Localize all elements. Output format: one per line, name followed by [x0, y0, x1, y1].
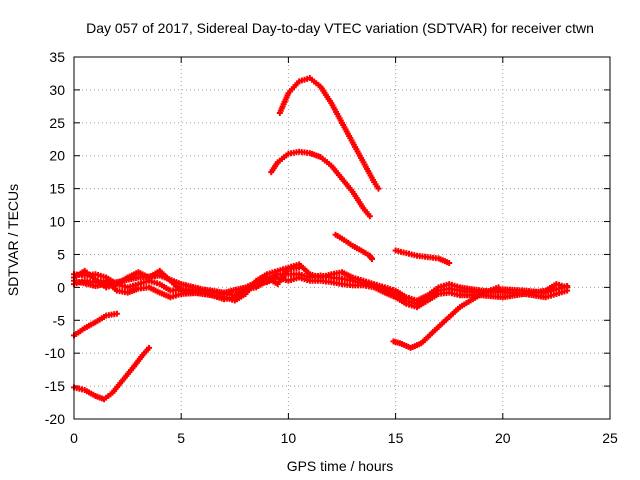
y-axis-label: SDTVAR / TECUs [5, 184, 21, 296]
data-point [564, 283, 571, 290]
series-arc-mid-descending [332, 231, 376, 263]
plot-frame [73, 56, 611, 420]
x-axis-label: GPS time / hours [287, 458, 394, 474]
data-point [296, 264, 303, 271]
data-point [146, 344, 153, 351]
data-point [366, 213, 373, 220]
y-tick-label: 20 [49, 148, 65, 164]
data-point [446, 260, 453, 267]
data-point [369, 256, 376, 263]
y-tick-label: 15 [49, 181, 65, 197]
series-arc-peak-lower [268, 148, 373, 220]
y-tick-label: 10 [49, 214, 65, 230]
series-band-near-zero-d [71, 264, 303, 296]
data-point [375, 185, 382, 192]
y-tick-label: -5 [53, 312, 66, 328]
series-arc-peak-upper [276, 75, 382, 192]
y-tick-label: 25 [49, 115, 65, 131]
marks-layer [71, 75, 571, 403]
y-tick-label: 0 [57, 279, 65, 295]
series-arc-early-minimum [71, 344, 153, 403]
y-tick-label: 30 [49, 82, 65, 98]
x-tick-label: 15 [388, 430, 404, 446]
x-tick-label: 0 [70, 430, 78, 446]
x-tick-label: 5 [177, 430, 185, 446]
data-point [113, 310, 120, 317]
x-tick-label: 25 [602, 430, 618, 446]
series-arc-after-15 [392, 247, 453, 267]
y-tick-label: -15 [45, 378, 65, 394]
y-tick-label: 5 [57, 246, 65, 262]
x-tick-label: 20 [495, 430, 511, 446]
y-tick-label: -20 [45, 411, 65, 427]
series-arc-early-negative [71, 310, 120, 339]
y-tick-label: -10 [45, 345, 65, 361]
y-tick-label: 35 [49, 49, 65, 65]
chart-title: Day 057 of 2017, Sidereal Day-to-day VTE… [86, 20, 594, 36]
x-tick-label: 10 [281, 430, 297, 446]
